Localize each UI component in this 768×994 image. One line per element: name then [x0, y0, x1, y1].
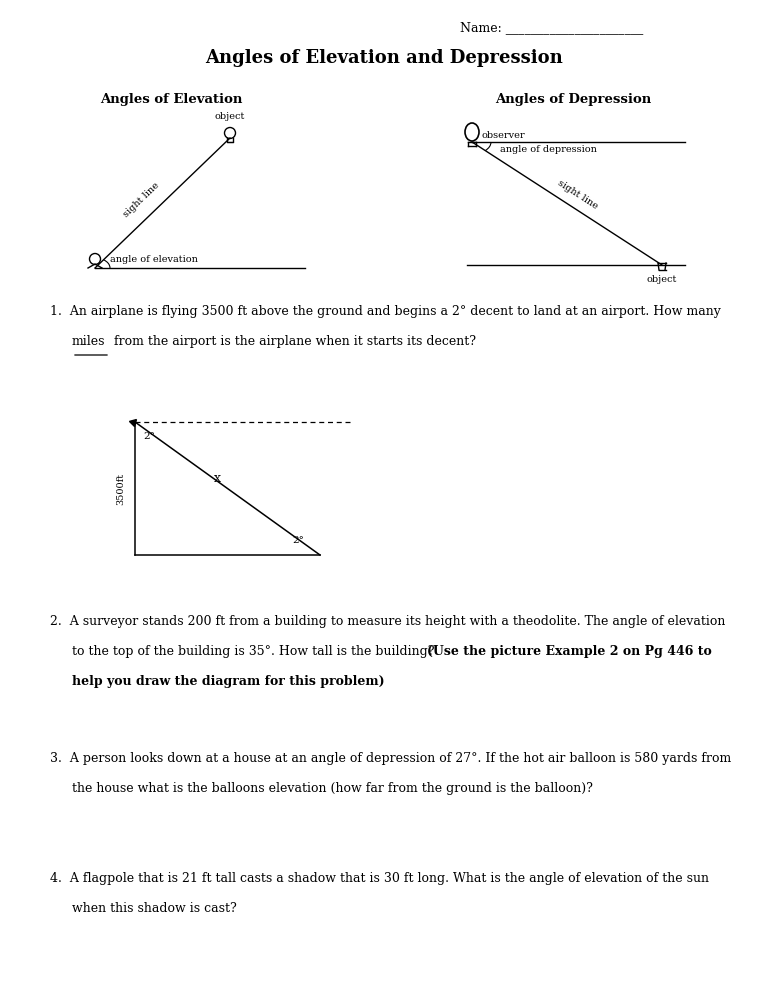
Text: x: x: [214, 472, 221, 485]
Text: Angles of Elevation and Depression: Angles of Elevation and Depression: [205, 49, 563, 67]
Text: to the top of the building is 35°. How tall is the building?: to the top of the building is 35°. How t…: [72, 645, 439, 658]
Text: 2°: 2°: [143, 432, 155, 441]
Text: the house what is the balloons elevation (how far from the ground is the balloon: the house what is the balloons elevation…: [72, 782, 593, 795]
Text: from the airport is the airplane when it starts its decent?: from the airport is the airplane when it…: [110, 335, 476, 348]
Text: sight line: sight line: [122, 181, 161, 219]
Text: help you draw the diagram for this problem): help you draw the diagram for this probl…: [72, 675, 385, 688]
Text: miles: miles: [72, 335, 105, 348]
Text: 3.  A person looks down at a house at an angle of depression of 27°. If the hot : 3. A person looks down at a house at an …: [50, 752, 731, 765]
Text: angle of depression: angle of depression: [500, 145, 597, 154]
Text: 2.  A surveyor stands 200 ft from a building to measure its height with a theodo: 2. A surveyor stands 200 ft from a build…: [50, 615, 725, 628]
Text: 1.  An airplane is flying 3500 ft above the ground and begins a 2° decent to lan: 1. An airplane is flying 3500 ft above t…: [50, 305, 721, 318]
Text: 2°: 2°: [292, 536, 304, 545]
Text: when this shadow is cast?: when this shadow is cast?: [72, 902, 237, 915]
Text: observer: observer: [482, 131, 525, 140]
Text: Name: ______________________: Name: ______________________: [460, 22, 644, 35]
Text: 4.  A flagpole that is 21 ft tall casts a shadow that is 30 ft long. What is the: 4. A flagpole that is 21 ft tall casts a…: [50, 872, 709, 885]
Text: Angles of Elevation: Angles of Elevation: [100, 93, 243, 106]
Text: object: object: [647, 275, 677, 284]
Text: object: object: [215, 112, 245, 121]
Text: (Use the picture Example 2 on Pg 446 to: (Use the picture Example 2 on Pg 446 to: [427, 645, 712, 658]
Text: 3500ft: 3500ft: [117, 472, 125, 505]
Text: angle of elevation: angle of elevation: [110, 255, 198, 264]
Text: sight line: sight line: [556, 179, 599, 211]
Text: Angles of Depression: Angles of Depression: [495, 93, 651, 106]
